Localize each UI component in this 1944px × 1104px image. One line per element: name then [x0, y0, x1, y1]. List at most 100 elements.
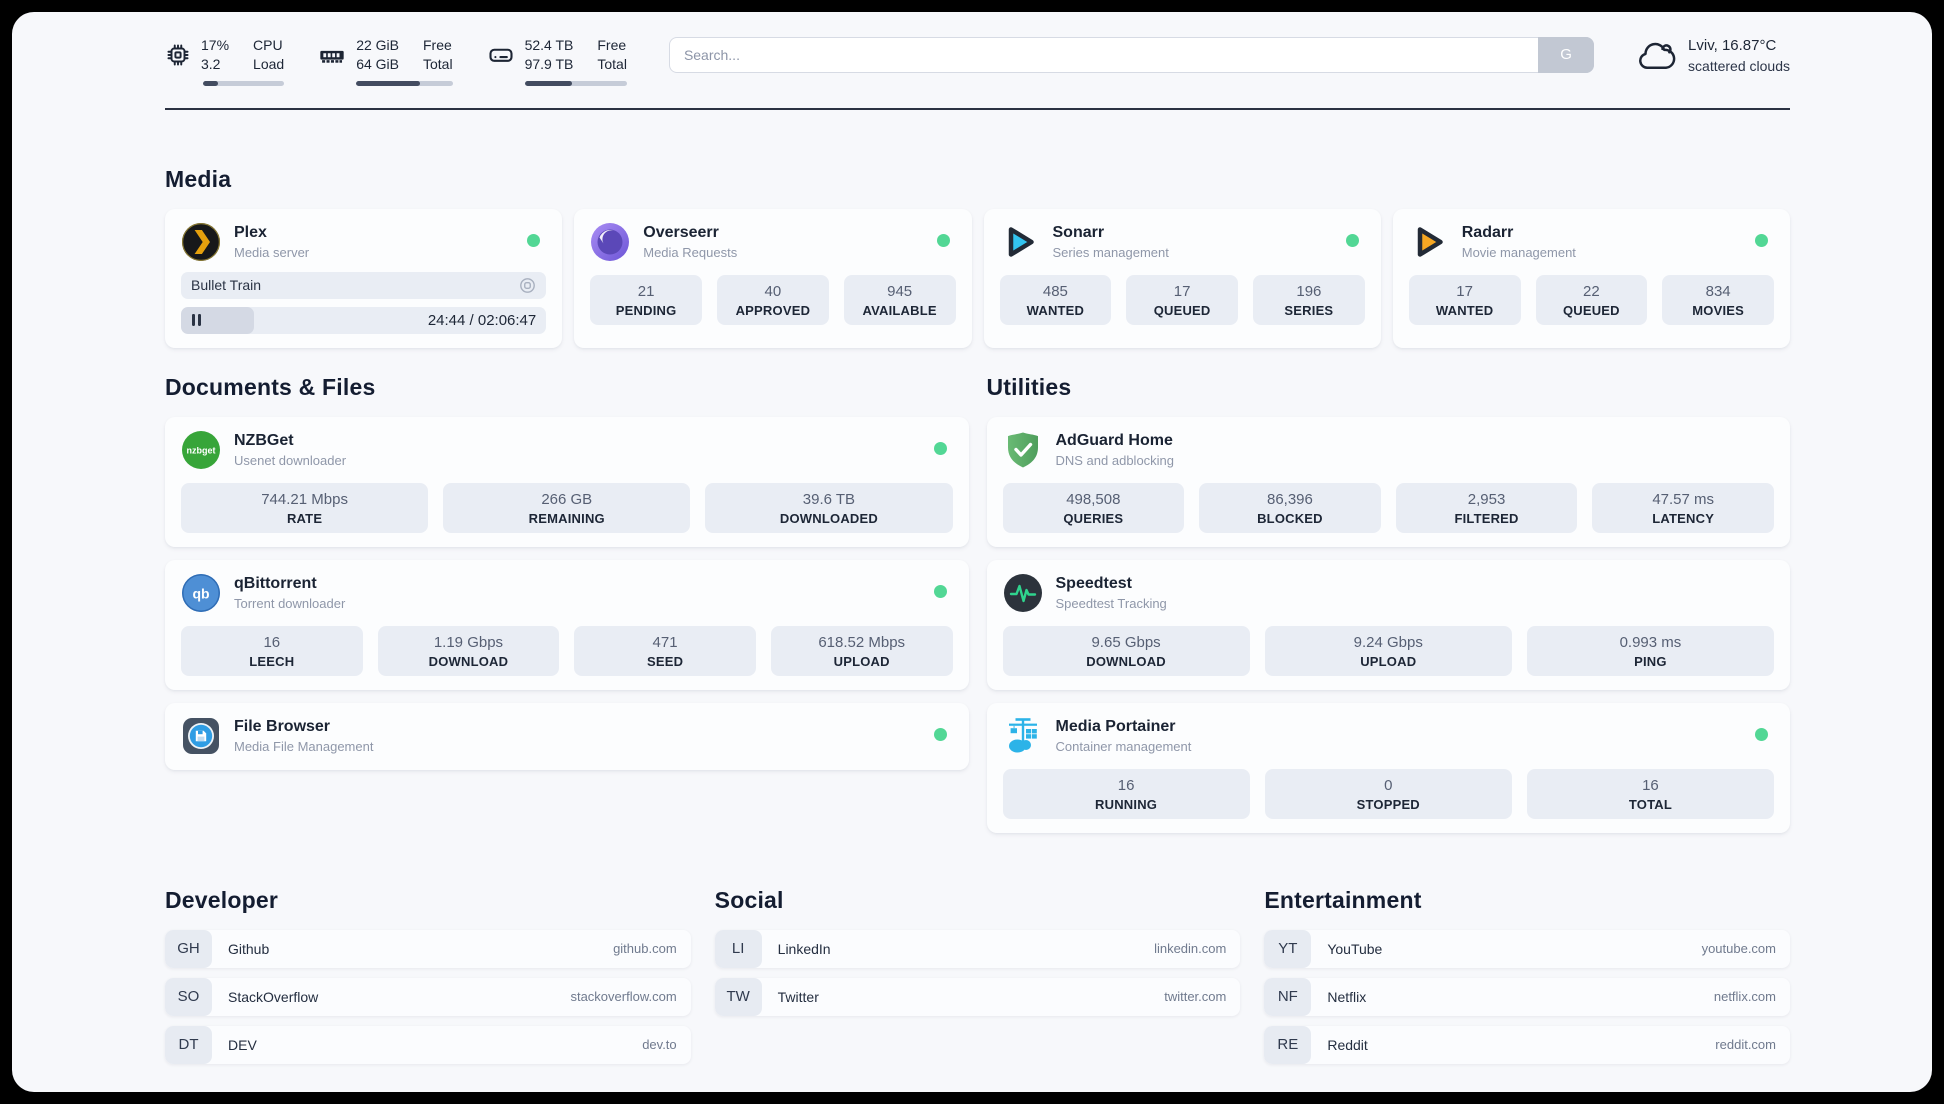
service-card-speedtest[interactable]: Speedtest Speedtest Tracking 9.65 Gbps D… [986, 559, 1790, 690]
service-card-radarr[interactable]: Radarr Movie management 17 WANTED 22 QUE… [1392, 208, 1790, 348]
card-title: qBittorrent [234, 575, 317, 593]
link-stackoverflow[interactable]: SO StackOverflow stackoverflow.com [165, 977, 691, 1016]
stat-value: 0 [1384, 776, 1393, 794]
stat-label: REMAINING [528, 510, 605, 526]
storage-progress-bar [524, 80, 627, 86]
card-subtitle: Series management [1052, 245, 1169, 261]
disk-icon [487, 41, 515, 69]
utilities-column: Utilities AdGuard Home DNS [986, 374, 1790, 833]
stat-available: 945 AVAILABLE [843, 274, 956, 325]
stat-leech: 16 LEECH [181, 625, 363, 676]
stat-label: LATENCY [1652, 510, 1715, 526]
stat-label: APPROVED [735, 302, 811, 318]
overseerr-icon [590, 222, 630, 262]
stat-value: 21 [637, 282, 655, 300]
stat-queued: 22 QUEUED [1535, 274, 1648, 325]
stat-label: RATE [286, 510, 323, 526]
status-dot [1345, 233, 1359, 247]
card-title: AdGuard Home [1055, 432, 1173, 450]
section-title-developer: Developer [165, 886, 279, 913]
service-card-overseerr[interactable]: Overseerr Media Requests 21 PENDING 40 A… [574, 208, 972, 348]
link-netflix[interactable]: NF Netflix netflix.com [1264, 977, 1790, 1016]
svg-text:qb: qb [192, 585, 209, 601]
stat-label: UPLOAD [1360, 653, 1417, 669]
stat-value: 40 [764, 282, 782, 300]
link-url: github.com [613, 941, 677, 957]
memory-total-label: Total [423, 55, 453, 72]
stat-value: 485 [1042, 282, 1068, 300]
stat-label: SEED [646, 653, 684, 669]
stat-value: 16 [1117, 776, 1135, 794]
service-card-nzbget[interactable]: nzbget NZBGet Usenet downloader 744.21 M… [165, 416, 969, 547]
filebrowser-icon [181, 716, 221, 756]
now-playing-row: Bullet Train [181, 271, 547, 299]
status-dot [933, 584, 947, 598]
social-links-column: Social LI LinkedIn linkedin.com TW Twitt… [714, 887, 1241, 1064]
card-subtitle: Movie management [1461, 245, 1576, 261]
service-card-adguard[interactable]: AdGuard Home DNS and adblocking 498,508 … [986, 416, 1790, 547]
documents-column: Documents & Files nzbget NZBGet Usenet d… [165, 374, 969, 833]
service-card-filebrowser[interactable]: File Browser Media File Management [165, 702, 969, 770]
stat-value: 86,396 [1266, 490, 1313, 508]
stat-value: 22 [1583, 282, 1600, 300]
card-title: Media Portainer [1055, 718, 1176, 736]
storage-total-value: 97.9 TB [524, 55, 574, 72]
stat-downloaded: 39.6 TB DOWNLOADED [705, 482, 953, 533]
stat-value: 16 [1642, 776, 1659, 794]
memory-free-label: Free [423, 37, 452, 53]
card-subtitle: Media File Management [234, 739, 374, 755]
search-input[interactable] [668, 36, 1595, 73]
stat-value: 618.52 Mbps [818, 633, 906, 651]
card-subtitle: Container management [1055, 739, 1192, 755]
card-subtitle: DNS and adblocking [1055, 453, 1175, 469]
search-engine-button[interactable]: G [1538, 36, 1595, 73]
link-name: Github [228, 940, 270, 957]
stat-value: 9.24 Gbps [1353, 633, 1423, 651]
session-type-icon [519, 277, 536, 294]
stat-label: UPLOAD [833, 653, 890, 669]
playback-progress: 24:44 / 02:06:47 [181, 306, 547, 334]
stat-blocked: 86,396 BLOCKED [1199, 482, 1381, 533]
card-subtitle: Speedtest Tracking [1055, 596, 1167, 612]
link-abbr-badge: SO [165, 977, 212, 1016]
section-title-media: Media [165, 165, 232, 192]
link-youtube[interactable]: YT YouTube youtube.com [1264, 929, 1790, 968]
link-reddit[interactable]: RE Reddit reddit.com [1264, 1025, 1790, 1064]
top-bar: 17% 3.2 CPU Load [165, 36, 1790, 110]
link-url: netflix.com [1713, 989, 1776, 1005]
stat-label: QUEUED [1153, 302, 1211, 318]
link-linkedin[interactable]: LI LinkedIn linkedin.com [714, 929, 1241, 968]
link-github[interactable]: GH Github github.com [165, 929, 691, 968]
stat-value: 9.65 Gbps [1091, 633, 1161, 651]
card-title: Sonarr [1052, 224, 1105, 242]
storage-total-label: Total [597, 55, 627, 72]
link-url: youtube.com [1701, 941, 1776, 957]
stat-value: 16 [263, 633, 281, 651]
stat-value: 945 [887, 282, 913, 300]
plex-icon [181, 222, 221, 262]
link-twitter[interactable]: TW Twitter twitter.com [714, 977, 1241, 1016]
stat-seed: 471 SEED [574, 625, 756, 676]
card-title: Speedtest [1055, 575, 1132, 593]
entertainment-links-column: Entertainment YT YouTube youtube.com NF … [1264, 887, 1790, 1064]
memory-metric: 22 GiB 64 GiB Free Total [318, 36, 453, 86]
stat-value: 0.993 ms [1619, 633, 1682, 651]
link-url: linkedin.com [1154, 941, 1227, 957]
status-dot [1755, 233, 1768, 247]
service-card-sonarr[interactable]: Sonarr Series management 485 WANTED 17 Q… [983, 208, 1381, 348]
search-bar: G [668, 36, 1595, 73]
card-subtitle: Torrent downloader [234, 596, 346, 612]
stat-label: DOWNLOADED [779, 510, 878, 526]
service-card-portainer[interactable]: Media Portainer Container management 16 … [986, 702, 1790, 833]
service-card-qbittorrent[interactable]: qb qBittorrent Torrent downloader 16 LEE… [165, 559, 969, 690]
service-card-plex[interactable]: Plex Media server Bullet Train 24:44 / 0 [165, 208, 563, 348]
pause-icon[interactable] [191, 314, 202, 327]
dashboard-panel: 17% 3.2 CPU Load [12, 12, 1932, 1092]
link-dev[interactable]: DT DEV dev.to [165, 1025, 691, 1064]
link-name: Twitter [777, 988, 819, 1005]
stat-wanted: 17 WANTED [1408, 274, 1521, 325]
link-abbr-badge: NF [1264, 977, 1312, 1016]
stat-latency: 47.57 ms LATENCY [1592, 482, 1774, 533]
cpu-label: CPU [253, 37, 283, 53]
card-subtitle: Usenet downloader [234, 453, 347, 469]
